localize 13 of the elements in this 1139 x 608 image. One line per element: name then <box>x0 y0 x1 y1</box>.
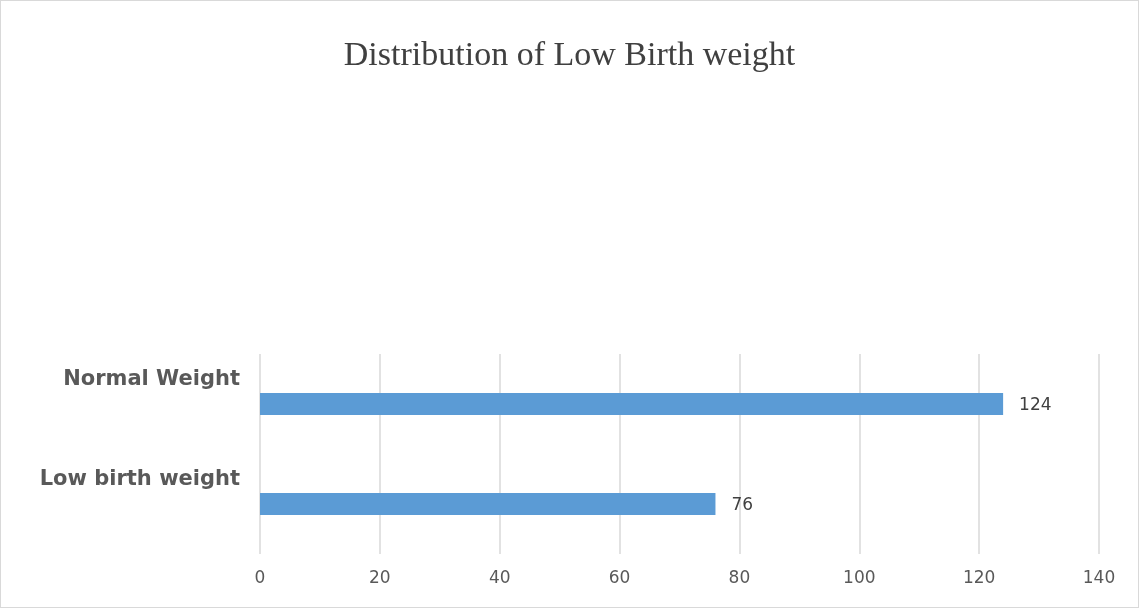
x-tick-label: 120 <box>962 566 996 587</box>
data-label: 124 <box>1019 394 1052 414</box>
x-tick-label: 20 <box>369 566 391 587</box>
y-tick-label: Normal Weight <box>63 365 240 390</box>
x-tick-label: 40 <box>488 566 511 587</box>
x-tick-label: 80 <box>728 566 751 587</box>
y-tick-label: Low birth weight <box>39 465 240 490</box>
x-tick-label: 0 <box>254 566 266 587</box>
chart-title: Distribution of Low Birth weight <box>343 34 796 72</box>
x-tick-label: 60 <box>608 566 631 587</box>
x-tick-label: 140 <box>1082 566 1116 587</box>
data-label: 76 <box>731 494 754 514</box>
x-tick-label: 100 <box>843 566 876 587</box>
